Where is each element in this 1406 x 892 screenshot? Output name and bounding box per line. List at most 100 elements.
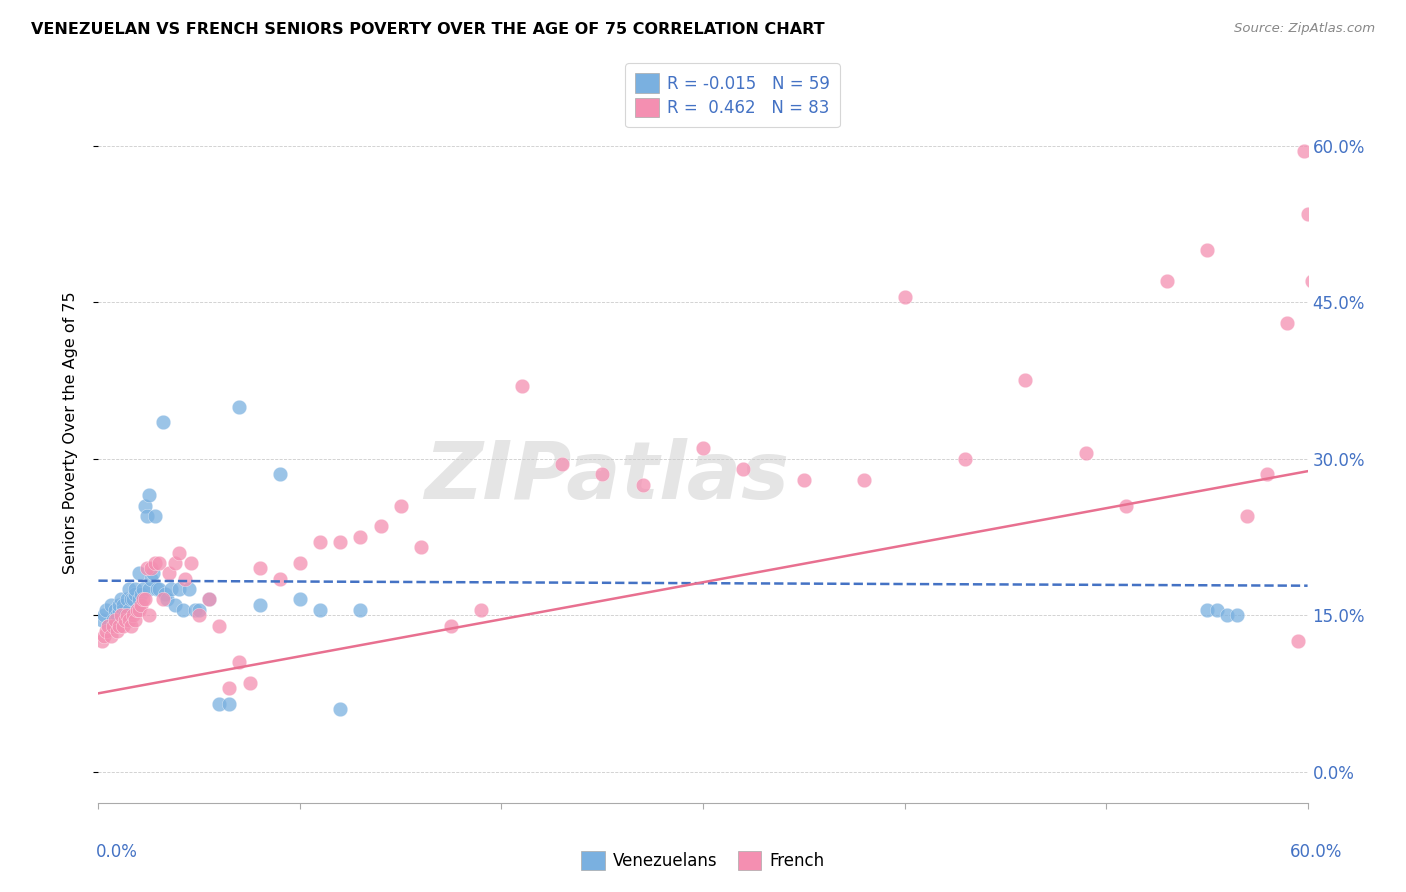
Point	[1286, 634, 1309, 648]
Point	[148, 556, 170, 570]
Point	[440, 618, 463, 632]
Point	[893, 290, 915, 304]
Point	[239, 676, 262, 690]
Point	[1353, 649, 1375, 664]
Text: VENEZUELAN VS FRENCH SENIORS POVERTY OVER THE AGE OF 75 CORRELATION CHART: VENEZUELAN VS FRENCH SENIORS POVERTY OVE…	[31, 22, 824, 37]
Point	[114, 613, 136, 627]
Point	[138, 582, 160, 596]
Point	[174, 572, 197, 586]
Point	[163, 598, 186, 612]
Point	[1014, 374, 1036, 388]
Point	[228, 655, 250, 669]
Point	[93, 629, 115, 643]
Point	[143, 509, 166, 524]
Text: ZIPatlas: ZIPatlas	[423, 438, 789, 516]
Point	[139, 561, 162, 575]
Point	[1347, 640, 1369, 654]
Point	[470, 603, 492, 617]
Point	[167, 545, 190, 559]
Text: 60.0%: 60.0%	[1291, 843, 1343, 861]
Point	[1306, 290, 1329, 304]
Point	[96, 603, 118, 617]
Point	[167, 582, 190, 596]
Point	[1312, 624, 1334, 638]
Point	[1301, 274, 1323, 288]
Point	[1333, 640, 1355, 654]
Point	[111, 598, 134, 612]
Point	[591, 467, 613, 482]
Point	[1206, 603, 1229, 617]
Point	[1226, 608, 1249, 623]
Point	[121, 592, 143, 607]
Point	[134, 592, 156, 607]
Point	[1337, 618, 1360, 632]
Point	[124, 582, 146, 596]
Point	[110, 608, 132, 623]
Point	[188, 608, 211, 623]
Point	[146, 582, 169, 596]
Text: Source: ZipAtlas.com: Source: ZipAtlas.com	[1234, 22, 1375, 36]
Point	[163, 556, 186, 570]
Point	[128, 566, 150, 581]
Point	[249, 598, 271, 612]
Point	[218, 681, 240, 695]
Point	[349, 603, 371, 617]
Point	[156, 592, 179, 607]
Point	[172, 603, 194, 617]
Point	[103, 613, 125, 627]
Point	[132, 592, 155, 607]
Point	[110, 592, 132, 607]
Point	[105, 608, 128, 623]
Point	[135, 561, 157, 575]
Point	[118, 582, 141, 596]
Point	[134, 499, 156, 513]
Point	[198, 592, 221, 607]
Point	[114, 608, 136, 623]
Point	[120, 618, 142, 632]
Point	[96, 624, 118, 638]
Point	[853, 473, 876, 487]
Point	[184, 603, 207, 617]
Point	[118, 613, 141, 627]
Point	[91, 613, 114, 627]
Point	[228, 400, 250, 414]
Point	[1195, 243, 1218, 257]
Point	[143, 556, 166, 570]
Point	[1236, 509, 1258, 524]
Point	[160, 582, 183, 596]
Point	[125, 603, 148, 617]
Point	[115, 608, 138, 623]
Point	[100, 598, 122, 612]
Point	[157, 566, 180, 581]
Point	[389, 499, 412, 513]
Point	[111, 603, 134, 617]
Point	[1316, 644, 1339, 658]
Point	[129, 598, 152, 612]
Legend: Venezuelans, French: Venezuelans, French	[575, 844, 831, 877]
Point	[135, 509, 157, 524]
Point	[218, 697, 240, 711]
Point	[121, 608, 143, 623]
Point	[309, 535, 332, 549]
Point	[97, 618, 120, 632]
Point	[1327, 644, 1350, 658]
Point	[101, 613, 124, 627]
Point	[329, 535, 352, 549]
Point	[349, 530, 371, 544]
Point	[208, 697, 231, 711]
Point	[733, 462, 755, 476]
Point	[129, 587, 152, 601]
Point	[138, 608, 160, 623]
Point	[148, 582, 170, 596]
Point	[1320, 655, 1343, 669]
Point	[1277, 316, 1299, 330]
Point	[91, 634, 114, 648]
Point	[1115, 499, 1137, 513]
Point	[124, 613, 146, 627]
Point	[288, 592, 311, 607]
Point	[100, 629, 122, 643]
Point	[97, 618, 120, 632]
Point	[1156, 274, 1178, 288]
Point	[631, 477, 654, 491]
Point	[269, 467, 291, 482]
